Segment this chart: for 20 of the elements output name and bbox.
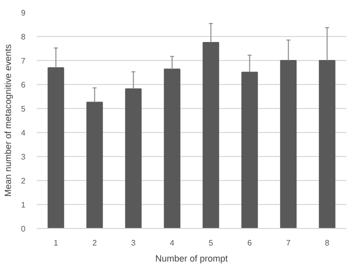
y-tick-label: 1 (21, 200, 26, 210)
y-tick-label: 4 (21, 128, 26, 138)
y-tick-label: 2 (21, 176, 26, 186)
y-tick-label: 7 (21, 56, 26, 66)
y-axis-title: Mean number of metacognitive events (3, 44, 14, 197)
x-tick-label: 4 (170, 238, 175, 248)
y-tick-label: 6 (21, 80, 26, 90)
x-tick-label: 8 (324, 238, 330, 248)
x-tick-label: 1 (54, 238, 59, 248)
y-tick-label: 8 (21, 32, 26, 42)
x-axis-title: Number of prompt (155, 254, 228, 264)
y-tick-label: 9 (21, 8, 26, 18)
x-tick-label: 2 (92, 238, 98, 248)
x-tick-label: 6 (247, 238, 252, 248)
x-tick-label: 5 (208, 238, 214, 248)
y-tick-label: 0 (21, 224, 26, 234)
y-tick-label: 5 (21, 104, 26, 114)
x-tick-label: 7 (286, 238, 292, 248)
y-tick-label: 3 (21, 152, 26, 162)
x-tick-label: 3 (131, 238, 136, 248)
